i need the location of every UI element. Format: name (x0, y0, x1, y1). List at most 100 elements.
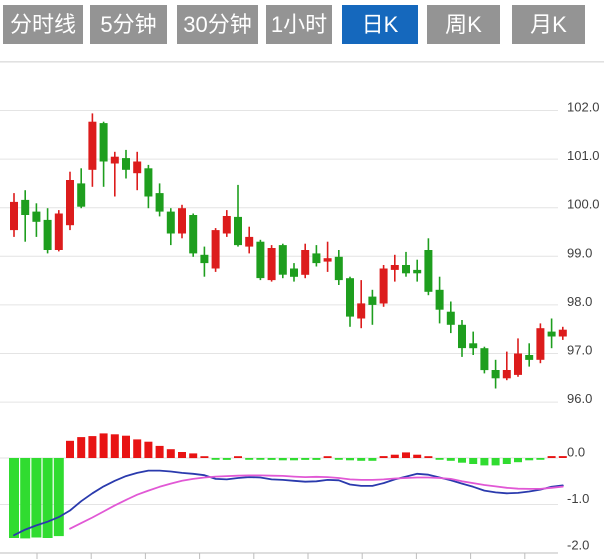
candle-body (32, 211, 41, 222)
price-axis-label: 100.0 (567, 197, 600, 212)
dea-line (69, 474, 564, 530)
candle-body (424, 250, 433, 292)
candle-body (312, 253, 321, 264)
price-axis-label: 98.0 (567, 294, 592, 309)
candle-body (435, 289, 444, 310)
candle-body (357, 303, 366, 319)
candle-body (245, 236, 254, 247)
tab-monthly-k[interactable]: 月K (512, 5, 585, 44)
macd-histogram-bar (189, 453, 198, 459)
macd-histogram-bar (525, 458, 534, 461)
candle-body (110, 156, 119, 164)
candle-body (133, 161, 142, 174)
candle-body (234, 216, 242, 246)
macd-histogram-bar (413, 454, 422, 458)
macd-histogram-bar (9, 458, 19, 538)
candle-body (334, 256, 343, 281)
indicator-axis-label: -2.0 (567, 538, 589, 553)
tab-weekly-k[interactable]: 周K (427, 5, 500, 44)
price-axis-label: 96.0 (567, 391, 592, 406)
macd-histogram-bar (346, 458, 354, 461)
macd-histogram-bar (256, 458, 265, 460)
macd-histogram-bar (278, 458, 287, 461)
macd-histogram-bar (480, 458, 489, 466)
candle-body (558, 329, 567, 337)
candle-body (346, 278, 354, 317)
candle-body (222, 216, 231, 234)
macd-histogram-bar (334, 458, 343, 460)
macd-histogram-bar (245, 458, 254, 460)
candle-body (502, 370, 511, 379)
candle-body (99, 123, 108, 162)
price-axis-label: 99.0 (567, 245, 592, 260)
candle-body (211, 230, 220, 269)
candle-body (200, 254, 209, 264)
macd-histogram-bar (435, 458, 444, 460)
macd-histogram-bar (547, 456, 556, 458)
candle-body (514, 353, 522, 375)
tab-30min[interactable]: 30分钟 (177, 5, 258, 44)
macd-histogram-bar (200, 456, 209, 458)
price-axis-label: 101.0 (567, 148, 600, 163)
macd-histogram-bar (290, 458, 298, 461)
macd-histogram-bar (357, 458, 366, 461)
candle-body (10, 201, 18, 231)
macd-histogram-bar (53, 458, 64, 537)
macd-histogram-bar (390, 454, 399, 458)
candle-body (491, 370, 500, 379)
tab-1hour[interactable]: 1小时 (266, 5, 332, 44)
candle-body (21, 199, 30, 215)
candle-body (301, 250, 310, 275)
candle-body (368, 296, 377, 305)
macd-histogram-bar (424, 456, 433, 458)
candle-body (547, 331, 556, 337)
macd-histogram-bar (379, 456, 388, 458)
tab-daily-k[interactable]: 日K (342, 5, 418, 44)
candle-body (413, 269, 422, 274)
macd-histogram-bar (20, 458, 31, 539)
macd-histogram-bar (222, 458, 231, 460)
macd-histogram-bar (99, 433, 108, 458)
macd-histogram-bar (502, 458, 511, 464)
macd-histogram-bar (402, 452, 410, 458)
macd-histogram-bar (558, 456, 567, 458)
macd-histogram-bar (446, 458, 455, 461)
candle-body (469, 343, 478, 349)
macd-histogram-bar (133, 439, 142, 458)
macd-histogram-bar (514, 458, 522, 463)
tab-5min[interactable]: 5分钟 (90, 5, 167, 44)
macd-histogram-bar (155, 445, 164, 458)
macd-histogram-bar (458, 458, 466, 463)
candle-body (88, 121, 97, 170)
candle-body (178, 208, 186, 234)
macd-histogram-bar (234, 456, 242, 458)
macd-histogram-bar (110, 434, 119, 458)
dif-line (13, 469, 564, 537)
tab-timeline[interactable]: 分时线 (3, 5, 83, 44)
candle-body (323, 258, 332, 262)
macd-histogram-bar (491, 458, 500, 466)
macd-histogram-bar (211, 458, 220, 460)
candle-body (278, 245, 287, 275)
macd-histogram-bar (323, 456, 332, 458)
macd-histogram-bar (178, 452, 186, 458)
candle-body (144, 168, 153, 197)
macd-histogram-bar (469, 458, 478, 464)
candle-body (379, 268, 388, 304)
timeframe-tabbar: 分时线 5分钟 30分钟 1小时 日K 周K 月K (0, 5, 604, 44)
candle-body (189, 215, 198, 254)
macd-histogram-bar (166, 449, 175, 458)
macd-histogram-bar (31, 458, 42, 538)
macd-histogram-bar (368, 458, 377, 461)
candle-body (256, 241, 265, 279)
candle-body (536, 328, 545, 360)
macd-histogram-bar (42, 458, 53, 538)
candle-body (54, 213, 63, 250)
candle-body (122, 158, 130, 170)
candle-body (66, 180, 74, 226)
macd-histogram-bar (144, 441, 153, 458)
candle-body (446, 311, 455, 325)
candle-body (525, 355, 534, 360)
candle-body (155, 193, 164, 212)
